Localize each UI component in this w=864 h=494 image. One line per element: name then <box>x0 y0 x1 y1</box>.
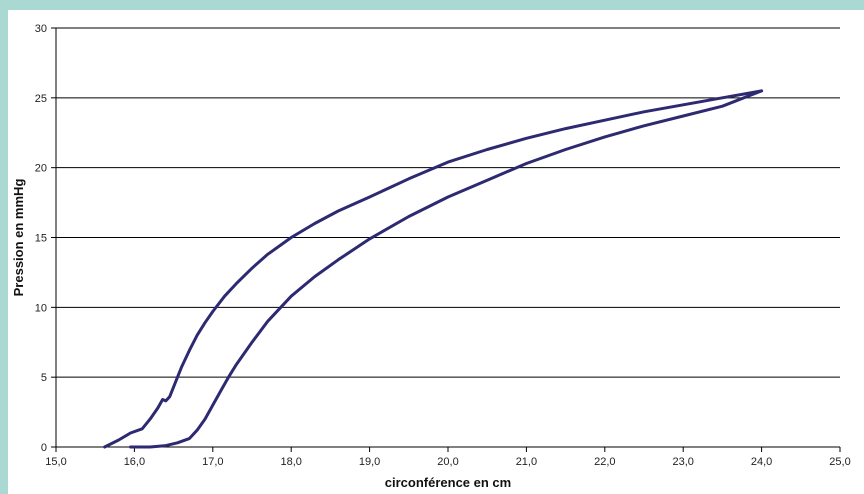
x-tick-label: 18,0 <box>280 456 301 468</box>
y-tick-label: 5 <box>41 372 47 384</box>
series-group <box>103 89 764 449</box>
pressure-circumference-chart: 15,0 16,0 17,0 18,0 19,0 20,0 21,0 22,0 23,0 24,0… <box>11 23 851 490</box>
x-tick-label: 23,0 <box>672 456 693 468</box>
x-tick-label: 19,0 <box>359 456 380 468</box>
x-tick-label: 17,0 <box>202 456 223 468</box>
y-tick-label: 25 <box>35 93 47 105</box>
x-tick-labels: 15,0 16,0 17,0 18,0 19,0 20,0 21,0 22,0 23,0 24,0… <box>45 456 850 468</box>
x-tick-label: 15,0 <box>45 456 66 468</box>
x-tick-label: 16,0 <box>124 456 145 468</box>
x-axis-label: circonférence en cm <box>385 475 511 490</box>
x-tick-label: 24,0 <box>751 456 772 468</box>
y-tick-label: 30 <box>35 23 47 35</box>
x-tick-label: 21,0 <box>516 456 537 468</box>
y-tick-label: 10 <box>35 302 47 314</box>
axes <box>51 27 841 452</box>
y-axis-label: Pression en mmHg <box>11 179 26 297</box>
y-tick-labels: 0 5 10 15 20 25 30 <box>35 23 47 454</box>
x-tick-label: 20,0 <box>437 456 458 468</box>
y-tick-label: 0 <box>41 442 47 454</box>
x-tick-label: 25,0 <box>829 456 850 468</box>
y-tick-label: 20 <box>35 163 47 175</box>
y-tick-label: 15 <box>35 233 47 245</box>
series-line-2 <box>129 89 764 449</box>
x-tick-label: 22,0 <box>594 456 615 468</box>
series-line-1 <box>103 89 764 449</box>
gridlines <box>56 27 840 378</box>
chart-frame: 15,0 16,0 17,0 18,0 19,0 20,0 21,0 22,0 23,0 24,0… <box>8 10 864 494</box>
